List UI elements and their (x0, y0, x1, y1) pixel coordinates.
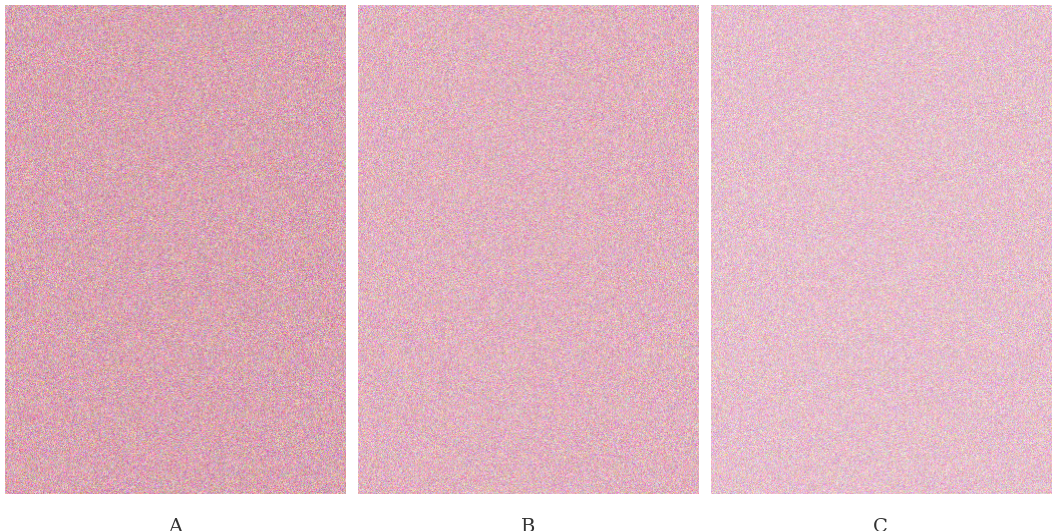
Text: A: A (168, 518, 183, 531)
Text: C: C (873, 518, 888, 531)
Text: B: B (521, 518, 535, 531)
